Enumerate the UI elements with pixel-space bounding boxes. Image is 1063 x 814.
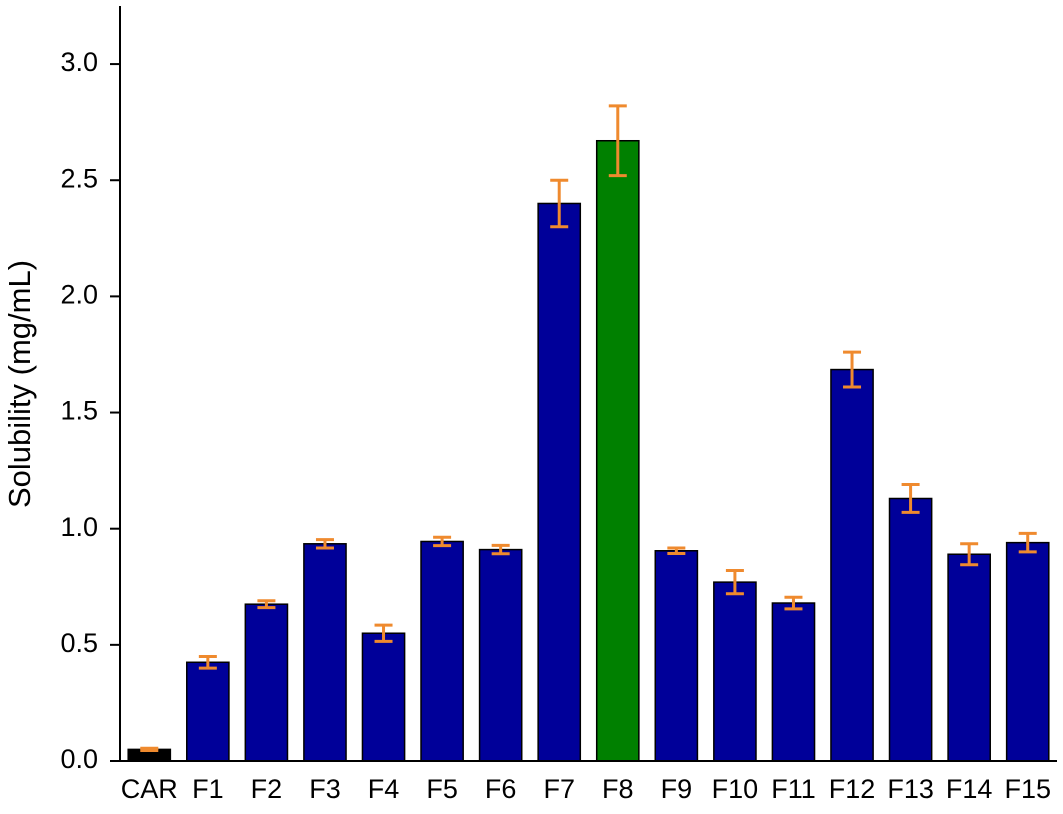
bar [595,139,640,762]
x-tick-label: F4 [368,774,400,804]
x-tick-label: F7 [543,774,575,804]
x-tick-label: F5 [426,774,458,804]
error-bar [1018,531,1037,554]
y-tick-label: 2.0 [60,280,98,310]
bar [537,202,582,762]
bar [478,548,523,762]
error-bar [608,104,627,178]
y-tick-label: 2.5 [60,163,98,193]
error-bar [725,569,744,596]
error-bar [257,599,276,610]
error-bar [667,546,686,556]
bar [888,497,933,762]
y-tick-label: 1.5 [60,396,98,426]
error-bar [198,654,217,670]
error-bar [784,595,803,611]
y-axis-label: Solubility (mg/mL) [2,260,37,508]
x-tick-label: F12 [829,774,876,804]
x-tick-label: F13 [887,774,934,804]
bar [771,602,816,762]
error-bar [374,623,393,643]
bar [420,540,464,762]
x-tick-label: F6 [485,774,517,804]
bar [830,368,874,762]
bar [713,581,757,762]
x-tick-label: F8 [602,774,634,804]
x-tick-label: F1 [192,774,224,804]
error-bar [901,483,920,514]
x-tick-label: F3 [309,774,341,804]
x-tick-label: F9 [661,774,693,804]
y-tick-label: 0.5 [60,628,98,658]
error-bar [140,746,159,753]
bar [186,661,230,762]
x-tick-label: F11 [771,774,816,804]
x-tick-label: F15 [1004,774,1051,804]
x-tick-label: F10 [712,774,759,804]
y-tick-label: 1.0 [60,512,98,542]
error-bar [843,350,862,389]
x-tick-label: F2 [251,774,283,804]
x-tick-label: CAR [121,774,178,804]
bar [303,543,347,762]
error-bar [433,535,452,548]
error-bar [491,543,510,556]
bar [947,553,991,762]
error-bar [550,178,569,229]
bar [244,603,289,762]
error-bar [315,538,334,550]
y-tick-label: 3.0 [60,47,98,77]
x-tick-label: F14 [946,774,993,804]
error-bar [960,542,979,567]
bar [1005,541,1050,762]
bar [654,550,699,762]
y-tick-label: 0.0 [60,744,98,774]
bar [361,632,406,762]
